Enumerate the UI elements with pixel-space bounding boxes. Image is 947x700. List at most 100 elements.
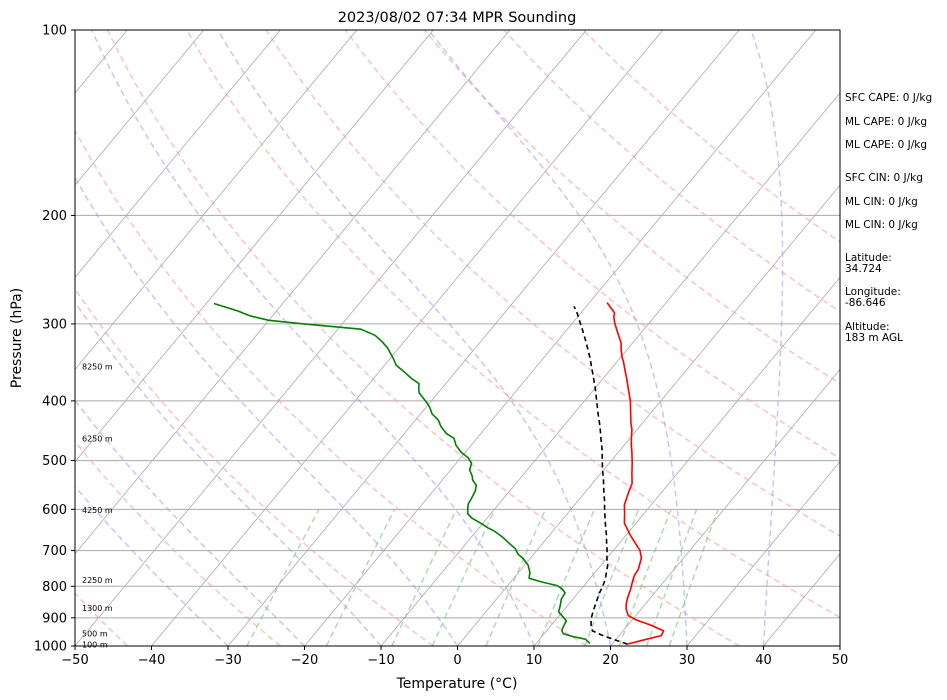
side-panel-text: SFC CAPE: 0 J/kg: [845, 92, 932, 104]
altitude-label: 2250 m: [82, 576, 113, 585]
isotherm-line: [75, 30, 587, 646]
x-tick-label: −20: [291, 653, 318, 668]
background-lines: [75, 30, 840, 646]
parcel-trace: [573, 306, 628, 645]
mixing-ratio-line: [246, 508, 320, 646]
dry-adiabat-line: [265, 30, 840, 537]
axis-ticks: −50 −40 −30 −20 −10 0 10 20 30 40 50 100 200 300 400 50…: [34, 24, 848, 669]
side-panel-text: Longitude: -86.646: [845, 286, 901, 309]
side-panel-line: Longitude:: [845, 286, 901, 298]
y-tick-label: 900: [42, 611, 67, 626]
mixing-ratio-line: [325, 508, 396, 646]
isotherm-line: [380, 92, 840, 646]
isotherm-line: [457, 184, 840, 646]
x-tick-label: −30: [214, 653, 241, 668]
side-panel-line: Latitude:: [845, 252, 892, 264]
isotherm-line: [75, 30, 511, 555]
isotherm-line: [75, 30, 205, 186]
mixing-ratio-line: [537, 509, 596, 646]
isotherm-line: [151, 30, 664, 646]
isotherm-line: [304, 30, 817, 646]
altitude-label: 500 m: [82, 630, 108, 639]
altitude-label: 100 m: [82, 641, 108, 650]
x-axis-label: Temperature (°C): [396, 676, 518, 692]
moist-adiabat-line: [75, 175, 459, 646]
sounding-traces: [213, 302, 665, 645]
altitude-label: 4250 m: [82, 506, 113, 515]
side-panel-text: Latitude: 34.724: [845, 252, 892, 275]
y-tick-label: 500: [42, 454, 67, 469]
y-tick-label: 100: [42, 24, 67, 39]
mixing-ratio-line: [645, 509, 698, 646]
y-axis-label: Pressure (hPa): [9, 288, 25, 388]
mixing-ratio-line: [431, 508, 496, 646]
y-tick-label: 600: [42, 503, 67, 518]
x-tick-label: 30: [679, 653, 696, 668]
side-panel-line: ML CIN: 0 J/kg: [845, 219, 918, 231]
isotherm-line: [75, 30, 281, 278]
moist-adiabat-line: [75, 399, 306, 646]
dry-adiabat-line: [75, 592, 128, 646]
dry-adiabat-line: [423, 30, 840, 385]
isotherm-line: [75, 30, 358, 371]
x-tick-label: 50: [832, 653, 849, 668]
moist-adiabat-line: [428, 30, 688, 646]
side-panel-text: ML CAPE: 0 J/kg: [845, 139, 927, 151]
dry-adiabat-line: [106, 30, 740, 646]
y-tick-label: 200: [42, 209, 67, 224]
x-tick-label: −40: [138, 653, 165, 668]
side-panel-line: Altitude:: [845, 321, 890, 333]
side-panel-line: 183 m AGL: [845, 332, 903, 344]
side-panel-line: ML CIN: 0 J/kg: [845, 196, 918, 208]
dry-adiabat-line: [75, 287, 434, 646]
x-tick-label: −10: [367, 653, 394, 668]
mixing-ratio-line: [391, 508, 458, 646]
side-panel-text: SFC CIN: 0 J/kg: [845, 172, 923, 184]
side-panel-line: ML CAPE: 0 J/kg: [845, 116, 927, 128]
dry-adiabat-line: [75, 128, 587, 646]
isotherm-line: [75, 30, 434, 463]
x-tick-label: 40: [755, 653, 772, 668]
side-panel-line: ML CAPE: 0 J/kg: [845, 139, 927, 151]
moist-adiabat-line: [75, 485, 229, 646]
altitude-label: 6250 m: [82, 434, 113, 443]
y-tick-label: 700: [42, 544, 67, 559]
mixing-ratio-line: [485, 508, 547, 646]
moist-adiabat-line: [91, 30, 535, 646]
x-tick-label: −50: [61, 653, 88, 668]
isotherm-line: [533, 276, 840, 646]
x-tick-label: 0: [453, 653, 461, 668]
x-tick-label: 10: [526, 653, 543, 668]
dewpoint-trace: [213, 302, 591, 644]
y-tick-label: 400: [42, 394, 67, 409]
mixing-ratio-line: [668, 509, 719, 646]
side-panel-text: Altitude: 183 m AGL: [845, 321, 903, 344]
isotherm-line: [610, 368, 840, 646]
moist-adiabat-line: [217, 30, 612, 646]
side-panel-text: ML CIN: 0 J/kg: [845, 219, 918, 231]
side-panel-line: SFC CIN: 0 J/kg: [845, 172, 923, 184]
moist-adiabat-line: [75, 300, 382, 646]
y-tick-label: 300: [42, 317, 67, 332]
altitude-label: 8250 m: [82, 363, 113, 372]
temperature-trace: [606, 302, 665, 645]
dry-adiabat-line: [75, 440, 281, 646]
x-tick-label: 20: [602, 653, 619, 668]
side-panel-line: 34.724: [845, 263, 882, 275]
moist-adiabat-line: [750, 30, 784, 646]
side-panel-text: ML CAPE: 0 J/kg: [845, 116, 927, 128]
y-tick-label: 1000: [34, 640, 67, 655]
chart-title: 2023/08/02 07:34 MPR Sounding: [338, 10, 577, 26]
y-tick-label: 800: [42, 580, 67, 595]
dry-adiabat-line: [344, 30, 840, 460]
mixing-ratio-line: [584, 509, 640, 646]
side-panel-text: ML CIN: 0 J/kg: [845, 196, 918, 208]
mixing-ratio-line: [618, 509, 672, 646]
side-panel-line: SFC CAPE: 0 J/kg: [845, 92, 932, 104]
isotherm-line: [227, 30, 740, 646]
altitude-label: 1300 m: [82, 604, 113, 613]
side-panel-line: -86.646: [845, 297, 886, 309]
isotherm-line: [686, 461, 840, 646]
altitude-labels: 8250 m 6250 m 4250 m 2250 m 1300 m 500 m 100 m: [82, 363, 113, 650]
